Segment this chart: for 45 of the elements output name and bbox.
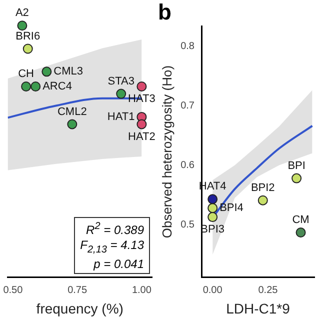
point: [21, 81, 32, 92]
point: [67, 119, 78, 130]
x-tick-label: 0.25: [258, 284, 278, 296]
y-tick-label: 0.6: [180, 160, 195, 171]
point: [30, 81, 41, 92]
point: [22, 44, 33, 54]
point: [136, 81, 147, 92]
y-tick-label: 0.5: [180, 220, 195, 231]
point: [42, 66, 52, 77]
y-tick-label: 0.7: [180, 100, 195, 112]
annotation: F$_{2,13}$ = 4.13: [80, 238, 144, 257]
annotation: ARC4: [42, 80, 72, 93]
point: [208, 194, 218, 204]
x-tick-label: 0.75: [68, 284, 88, 296]
point: [296, 228, 306, 238]
annotation: CM: [292, 214, 310, 226]
annotation: p = 0.041: [92, 257, 144, 272]
annotation: BPI2: [250, 182, 275, 194]
x-axis-title: frequency (%): [36, 300, 124, 316]
y-axis-title: Observed heterozygosity (Ho): [159, 65, 174, 238]
point: [292, 173, 302, 184]
x-tick-label: 1.00: [132, 284, 152, 296]
point: [208, 203, 218, 214]
annotation: BPI: [288, 160, 306, 172]
annotation: HAT1: [107, 110, 135, 123]
x-tick-label: 0.00: [202, 284, 223, 296]
chart-title: b: [158, 0, 172, 24]
annotation: STA3: [108, 75, 134, 88]
annotation: CML3: [54, 66, 84, 78]
annotation: HAT2: [128, 130, 156, 143]
point: [17, 20, 28, 31]
annotation: BRI6: [16, 30, 40, 42]
annotation: CH: [18, 68, 34, 80]
point: [258, 195, 268, 206]
point: [208, 212, 218, 222]
point: [116, 88, 126, 99]
x-tick-label: 0.50: [3, 284, 24, 296]
annotation: A2: [15, 7, 29, 20]
annotation: BPI4: [220, 202, 244, 214]
x-axis-title: LDH-C1*9: [226, 300, 290, 316]
annotation: CML2: [57, 106, 87, 118]
y-tick-label: 0.8: [180, 40, 195, 52]
annotation: HAT3: [128, 93, 156, 106]
point: [136, 119, 147, 130]
annotation: R$^{2}$ = 0.389: [85, 220, 144, 238]
